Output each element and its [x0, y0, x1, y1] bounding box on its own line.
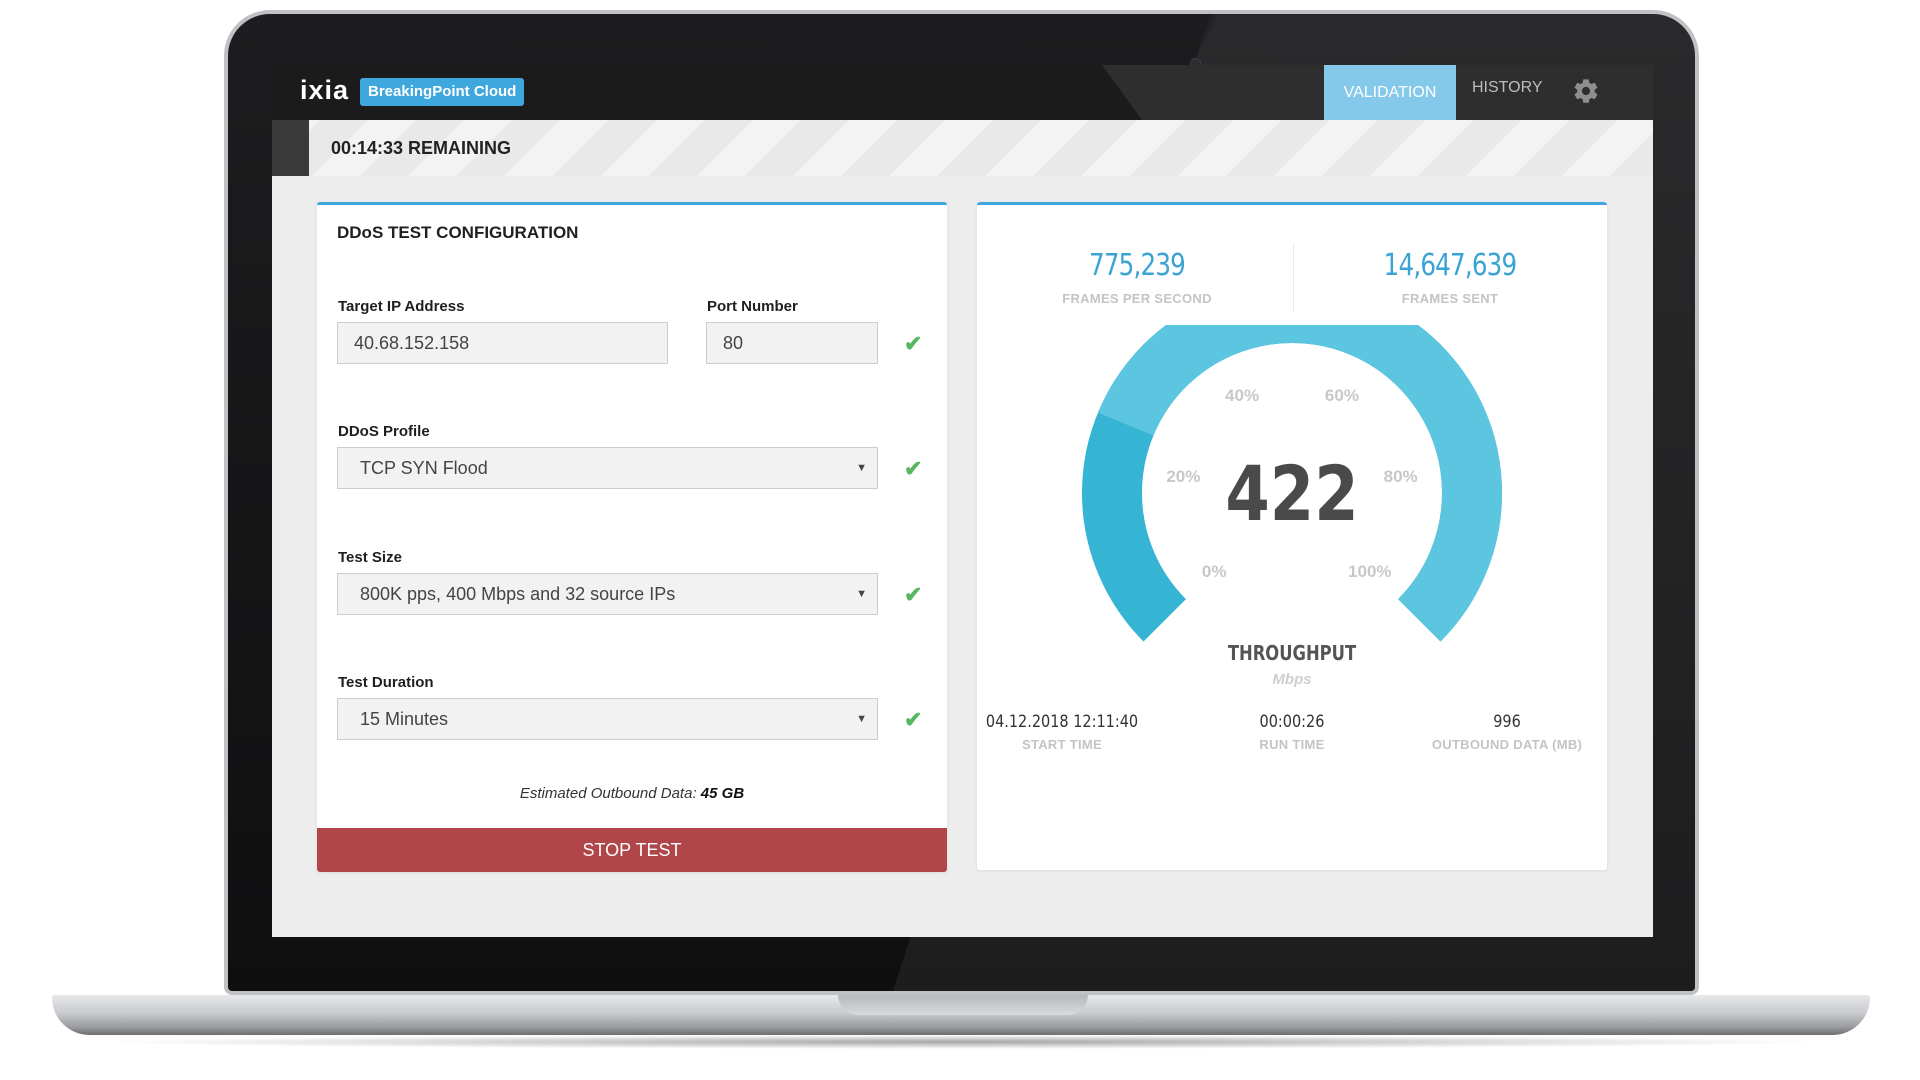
run-time-value: 00:00:26: [1259, 712, 1325, 732]
config-panel: DDoS TEST CONFIGURATION Target IP Addres…: [317, 202, 947, 872]
test-size-select[interactable]: 800K pps, 400 Mbps and 32 source IPs ▼: [337, 573, 878, 615]
gear-icon[interactable]: [1572, 77, 1600, 105]
laptop-notch: [838, 995, 1088, 1015]
target-ip-input[interactable]: 40.68.152.158: [337, 322, 668, 364]
config-title: DDoS TEST CONFIGURATION: [337, 223, 579, 242]
duration-value: 15 Minutes: [360, 709, 449, 729]
duration-select[interactable]: 15 Minutes ▼: [337, 698, 878, 740]
gauge-tick-0: 0%: [1202, 562, 1227, 581]
stats-divider: [1293, 243, 1294, 313]
estimate-value: 45 GB: [700, 785, 745, 802]
stats-panel: 775,239 FRAMES PER SECOND 14,647,639 FRA…: [977, 202, 1607, 870]
outbound-data-label: OUTBOUND DATA (MB): [1431, 737, 1583, 752]
duration-check-icon: ✔: [904, 707, 923, 732]
tab-history[interactable]: HISTORY: [1472, 79, 1543, 96]
gauge-unit: Mbps: [1272, 671, 1311, 688]
gauge-tick-80: 80%: [1384, 467, 1418, 486]
laptop-shadow: [90, 1035, 1830, 1049]
gauge-value: 422: [1225, 450, 1358, 539]
run-time-label: RUN TIME: [1259, 737, 1325, 752]
gauge-tick-100: 100%: [1348, 562, 1391, 581]
gauge-tick-40: 40%: [1225, 386, 1259, 405]
gauge-tick-20: 20%: [1166, 467, 1200, 486]
app-screen: ixia BreakingPoint Cloud VALIDATION HIST…: [272, 65, 1653, 937]
top-nav-bar: ixia BreakingPoint Cloud VALIDATION HIST…: [272, 65, 1653, 120]
port-check-icon: ✔: [904, 331, 923, 356]
test-size-check-icon: ✔: [904, 582, 923, 607]
test-size-label: Test Size: [338, 549, 402, 566]
duration-label: Test Duration: [338, 674, 434, 691]
chevron-down-icon: ▼: [856, 588, 867, 600]
product-badge: BreakingPoint Cloud: [360, 78, 525, 106]
target-ip-label: Target IP Address: [338, 298, 465, 315]
chevron-down-icon: ▼: [856, 462, 867, 474]
ixia-logo: ixia: [300, 75, 350, 105]
frames-sent-label: FRAMES SENT: [1401, 291, 1499, 306]
stop-test-button[interactable]: STOP TEST: [317, 828, 947, 872]
frames-sent-value: 14,647,639: [1383, 248, 1517, 283]
profile-label: DDoS Profile: [338, 423, 430, 440]
time-remaining: 00:14:33 REMAINING: [331, 138, 512, 158]
profile-check-icon: ✔: [904, 456, 923, 481]
throughput-gauge: 0% 20% 40% 60% 80% 100% 422 THROUGHPUT M…: [1082, 325, 1502, 688]
tab-validation[interactable]: VALIDATION: [1324, 65, 1456, 120]
port-input[interactable]: 80: [706, 322, 878, 364]
start-time-value: 04.12.2018 12:11:40: [985, 712, 1139, 732]
frames-per-second-label: FRAMES PER SECOND: [1062, 291, 1212, 306]
gauge-label: THROUGHPUT: [1228, 643, 1357, 666]
port-label: Port Number: [707, 298, 798, 315]
estimate-label: Estimated Outbound Data:: [519, 785, 697, 802]
start-time-label: START TIME: [1021, 737, 1103, 752]
estimated-outbound: Estimated Outbound Data: 45 GB: [317, 785, 947, 802]
status-bar: 00:14:33 REMAINING: [272, 120, 1653, 176]
gauge-arc-highlight: [1098, 325, 1502, 642]
frames-per-second-value: 775,239: [1089, 248, 1186, 283]
profile-select[interactable]: TCP SYN Flood ▼: [337, 447, 878, 489]
test-size-value: 800K pps, 400 Mbps and 32 source IPs: [360, 584, 676, 604]
status-accent: [272, 120, 309, 176]
chevron-down-icon: ▼: [856, 713, 867, 725]
profile-value: TCP SYN Flood: [360, 458, 488, 478]
gauge-tick-60: 60%: [1325, 386, 1359, 405]
outbound-data-value: 996: [1493, 712, 1521, 732]
